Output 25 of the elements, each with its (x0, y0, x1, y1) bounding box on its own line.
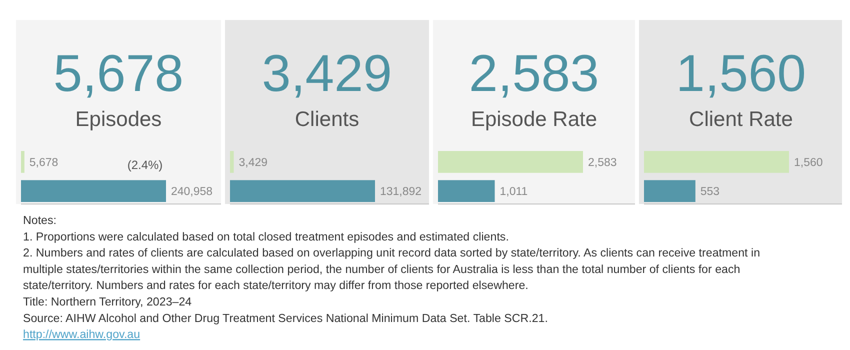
data-label: 3,429 (238, 156, 268, 169)
data-label: 131,892 (380, 186, 422, 198)
chart-title: 1,560 (676, 45, 806, 103)
text: 1. Proportions were calculated based on total closed treatment episodes and estimated clients. (23, 230, 509, 244)
text: Notes: (23, 214, 57, 227)
chart-title: 5,678 (53, 45, 184, 103)
annotation: (2.4%) (127, 158, 163, 172)
source-note: Source: AIHW Alcohol and Other Drug Treatment Services National Minimum Data Set. Table SCR.21. (23, 312, 548, 325)
data-label: 5,678 (29, 156, 58, 169)
chart-title: 3,429 (262, 45, 392, 103)
data-label: 240,958 (171, 186, 213, 198)
data-label: 1,011 (500, 186, 528, 198)
data-label: 2,583 (588, 156, 617, 169)
text: state/territory. Numbers and rates for each state/territory may differ from those reported elsewhere. (23, 279, 528, 292)
text: multiple states/territories within the same collection period, the number of clients for Australia is less than the total number of clients for each (23, 262, 740, 276)
data-label: 1,560 (794, 156, 823, 169)
chart-subtitle: Episode Rate (470, 108, 598, 131)
chart-title: 2,583 (468, 45, 600, 103)
chart-subtitle: Clients (294, 108, 360, 131)
text: Title: Northern Territory, 2023–24 (23, 296, 192, 308)
data-label: 553 (700, 186, 720, 198)
text: 2. Numbers and rates of clients are calculated based on overlapping unit record data sorted by state/territory. As clients can receive treatment in (23, 246, 760, 260)
chart-subtitle: Client Rate (689, 108, 793, 131)
chart-subtitle: Episodes (75, 108, 162, 131)
text: http://www.aihw.gov.au (23, 328, 140, 342)
